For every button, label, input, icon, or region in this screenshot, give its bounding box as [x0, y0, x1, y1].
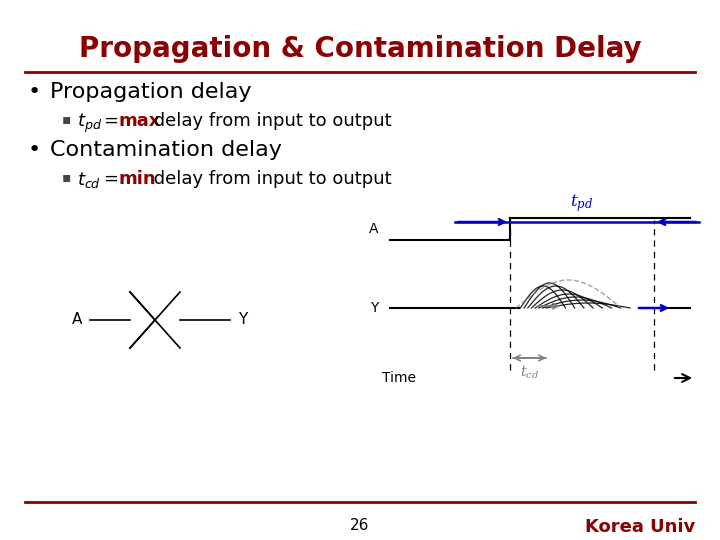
Text: $t_{cd}$: $t_{cd}$ [77, 170, 101, 190]
Text: $t_{cd}$: $t_{cd}$ [520, 364, 539, 381]
Text: •: • [28, 140, 41, 160]
Text: Propagation & Contamination Delay: Propagation & Contamination Delay [78, 35, 642, 63]
Text: Y: Y [238, 313, 247, 327]
Text: Propagation delay: Propagation delay [50, 82, 251, 102]
Text: Time: Time [382, 371, 416, 385]
Text: $t_{pd}$: $t_{pd}$ [570, 192, 593, 214]
Text: ▪: ▪ [62, 170, 71, 184]
Text: A: A [71, 313, 82, 327]
Text: =: = [104, 170, 125, 188]
Text: A: A [369, 222, 378, 236]
Text: ▪: ▪ [62, 112, 71, 126]
Text: •: • [28, 82, 41, 102]
Text: delay from input to output: delay from input to output [148, 170, 392, 188]
Text: Korea Univ: Korea Univ [585, 518, 695, 536]
Text: min: min [118, 170, 156, 188]
Text: 26: 26 [351, 518, 369, 533]
Text: delay from input to output: delay from input to output [148, 112, 392, 130]
Text: Contamination delay: Contamination delay [50, 140, 282, 160]
Text: max: max [118, 112, 161, 130]
Text: =: = [104, 112, 125, 130]
Text: Y: Y [369, 301, 378, 315]
Text: $t_{pd}$: $t_{pd}$ [77, 112, 102, 135]
